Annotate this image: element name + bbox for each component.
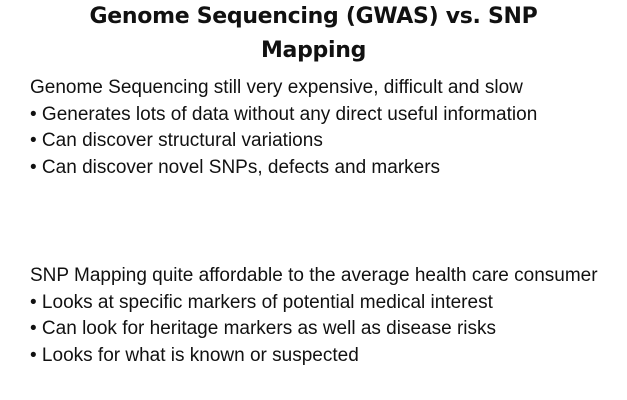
bullet-item: • Looks for what is known or suspected bbox=[30, 344, 359, 366]
bullet-item: • Can discover novel SNPs, defects and m… bbox=[30, 156, 441, 178]
slide-title: Genome Sequencing (GWAS) vs. SNP Mapping bbox=[0, 0, 627, 68]
bullet-list: • Generates lots of data without any dir… bbox=[30, 102, 620, 182]
section-heading: SNP Mapping quite affordable to the aver… bbox=[30, 265, 598, 286]
genome-sequencing-section: Genome Sequencing still very expensive, … bbox=[30, 75, 620, 181]
bullet-list: • Looks at specific markers of potential… bbox=[30, 290, 620, 370]
bullet-item: • Generates lots of data without any dir… bbox=[30, 103, 538, 125]
bullet-item: • Looks at specific markers of potential… bbox=[30, 291, 493, 313]
bullet-item: • Can discover structural variations bbox=[30, 130, 323, 151]
slide-title-line-2: Mapping bbox=[260, 38, 367, 63]
slide-title-line-1: Genome Sequencing (GWAS) vs. SNP bbox=[89, 4, 538, 29]
snp-mapping-section: SNP Mapping quite affordable to the aver… bbox=[30, 263, 620, 369]
section-heading: Genome Sequencing still very expensive, … bbox=[30, 77, 523, 98]
bullet-item: • Can look for heritage markers as well … bbox=[30, 318, 497, 339]
